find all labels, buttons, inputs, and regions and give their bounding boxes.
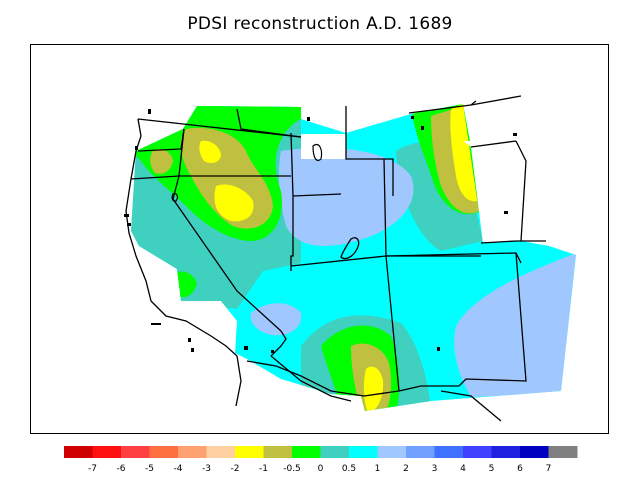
border-utah-arizona — [290, 255, 387, 267]
legend-label: 7 — [546, 464, 552, 474]
legend-swatch — [263, 446, 293, 458]
mexico-coast-east — [440, 390, 502, 422]
island-mark-2 — [135, 146, 138, 150]
field-olive-oregon — [150, 149, 173, 174]
lake-mark-nm — [437, 347, 440, 351]
pdsi-field — [131, 104, 576, 411]
yellowstone-lake — [312, 143, 323, 162]
border-missouri-river — [515, 140, 527, 242]
border-newmexico-texas — [385, 252, 527, 387]
legend-swatch — [548, 446, 578, 458]
us-mexico-border-east — [398, 385, 459, 392]
legend-swatch — [292, 446, 321, 458]
field-blue-central — [278, 147, 414, 246]
legend-swatch — [434, 446, 464, 458]
legend-label: 2 — [403, 464, 409, 474]
field-yellow-arizona — [363, 366, 384, 411]
reservoir — [340, 237, 360, 260]
legend-label: -4 — [174, 464, 183, 474]
us-mexico-border-west — [246, 360, 365, 397]
legend-swatch — [206, 446, 236, 458]
border-utah-wyoming — [292, 193, 342, 197]
lake-mark-mt — [307, 117, 310, 121]
color-legend: -7 -6 -5 -4 -3 -2 -1 -0.5 0 0.5 1 2 3 4 5 6 7 — [64, 446, 578, 474]
border-california-nevada — [172, 175, 282, 332]
legend-label: -5 — [145, 464, 154, 474]
channel-island-3 — [191, 348, 194, 352]
field-yellow-idaho — [199, 140, 221, 164]
water-bodies — [124, 109, 517, 353]
gulf-of-california-coast — [270, 355, 352, 402]
legend-label: 6 — [517, 464, 523, 474]
legend-swatch — [491, 446, 521, 458]
legend-label: 0.5 — [342, 464, 356, 474]
border-idaho-montana — [236, 108, 302, 138]
legend-swatch — [349, 446, 378, 458]
border-oklahoma-panhandle — [515, 252, 522, 264]
legend-swatch — [406, 446, 435, 458]
field-yellow-nevada — [214, 184, 254, 222]
legend-swatch — [463, 446, 492, 458]
salton-sea — [244, 346, 248, 350]
field-blue-southeast — [454, 253, 576, 397]
legend-label: -0.5 — [283, 464, 301, 474]
border-southdakota — [470, 140, 517, 148]
legend-swatch — [64, 446, 93, 458]
map-title: PDSI reconstruction A.D. 1689 — [187, 14, 453, 34]
field-yellow-colorado — [450, 104, 477, 202]
border-oregon-idaho — [178, 128, 185, 177]
island-mark-3 — [124, 214, 129, 217]
legend-label: -3 — [202, 464, 211, 474]
lake-mark-az — [271, 350, 274, 353]
no-data-cell-plains — [463, 141, 521, 243]
legend-label: 4 — [460, 464, 466, 474]
lake-mark-ks — [504, 211, 508, 214]
legend-swatch — [235, 446, 264, 458]
island-mark-4 — [127, 223, 131, 226]
border-north-dakota — [470, 95, 522, 106]
legend-swatch — [377, 446, 407, 458]
legend-swatch — [121, 446, 150, 458]
lake-mark-nd — [411, 116, 414, 119]
legend-swatch — [520, 446, 549, 458]
lake-tahoe — [171, 192, 179, 202]
legend-label: -7 — [88, 464, 97, 474]
pdsi-map — [124, 95, 576, 422]
state-borders — [125, 95, 546, 422]
no-data-cell-wyoming — [301, 134, 346, 159]
channel-island-1 — [151, 323, 161, 325]
legend-label: 1 — [375, 464, 381, 474]
legend-swatch — [92, 446, 122, 458]
map-frame — [30, 44, 609, 434]
pacific-coastline — [125, 118, 238, 357]
legend-label: 5 — [489, 464, 495, 474]
baja-coastline — [235, 355, 242, 407]
border-nevada-utah — [290, 196, 294, 271]
border-idaho-wyoming — [290, 132, 294, 197]
legend-label: 0 — [318, 464, 324, 474]
lake-mark-sd — [513, 133, 517, 136]
legend-swatch — [149, 446, 179, 458]
border-wyoming-montana — [345, 106, 394, 196]
legend-swatch — [320, 446, 350, 458]
field-blue-southwest — [250, 303, 302, 336]
legend-swatch — [178, 446, 207, 458]
channel-island-2 — [188, 338, 191, 342]
lake-mark-nd2 — [421, 126, 424, 130]
legend-label: -6 — [117, 464, 126, 474]
legend-label: -2 — [231, 464, 240, 474]
border-oregon-california — [130, 175, 291, 180]
legend-label: -1 — [259, 464, 268, 474]
legend-label: 3 — [432, 464, 438, 474]
border-colorado-river — [270, 330, 287, 357]
border-kansas-oklahoma — [480, 240, 546, 244]
island-mark-1 — [148, 109, 151, 114]
